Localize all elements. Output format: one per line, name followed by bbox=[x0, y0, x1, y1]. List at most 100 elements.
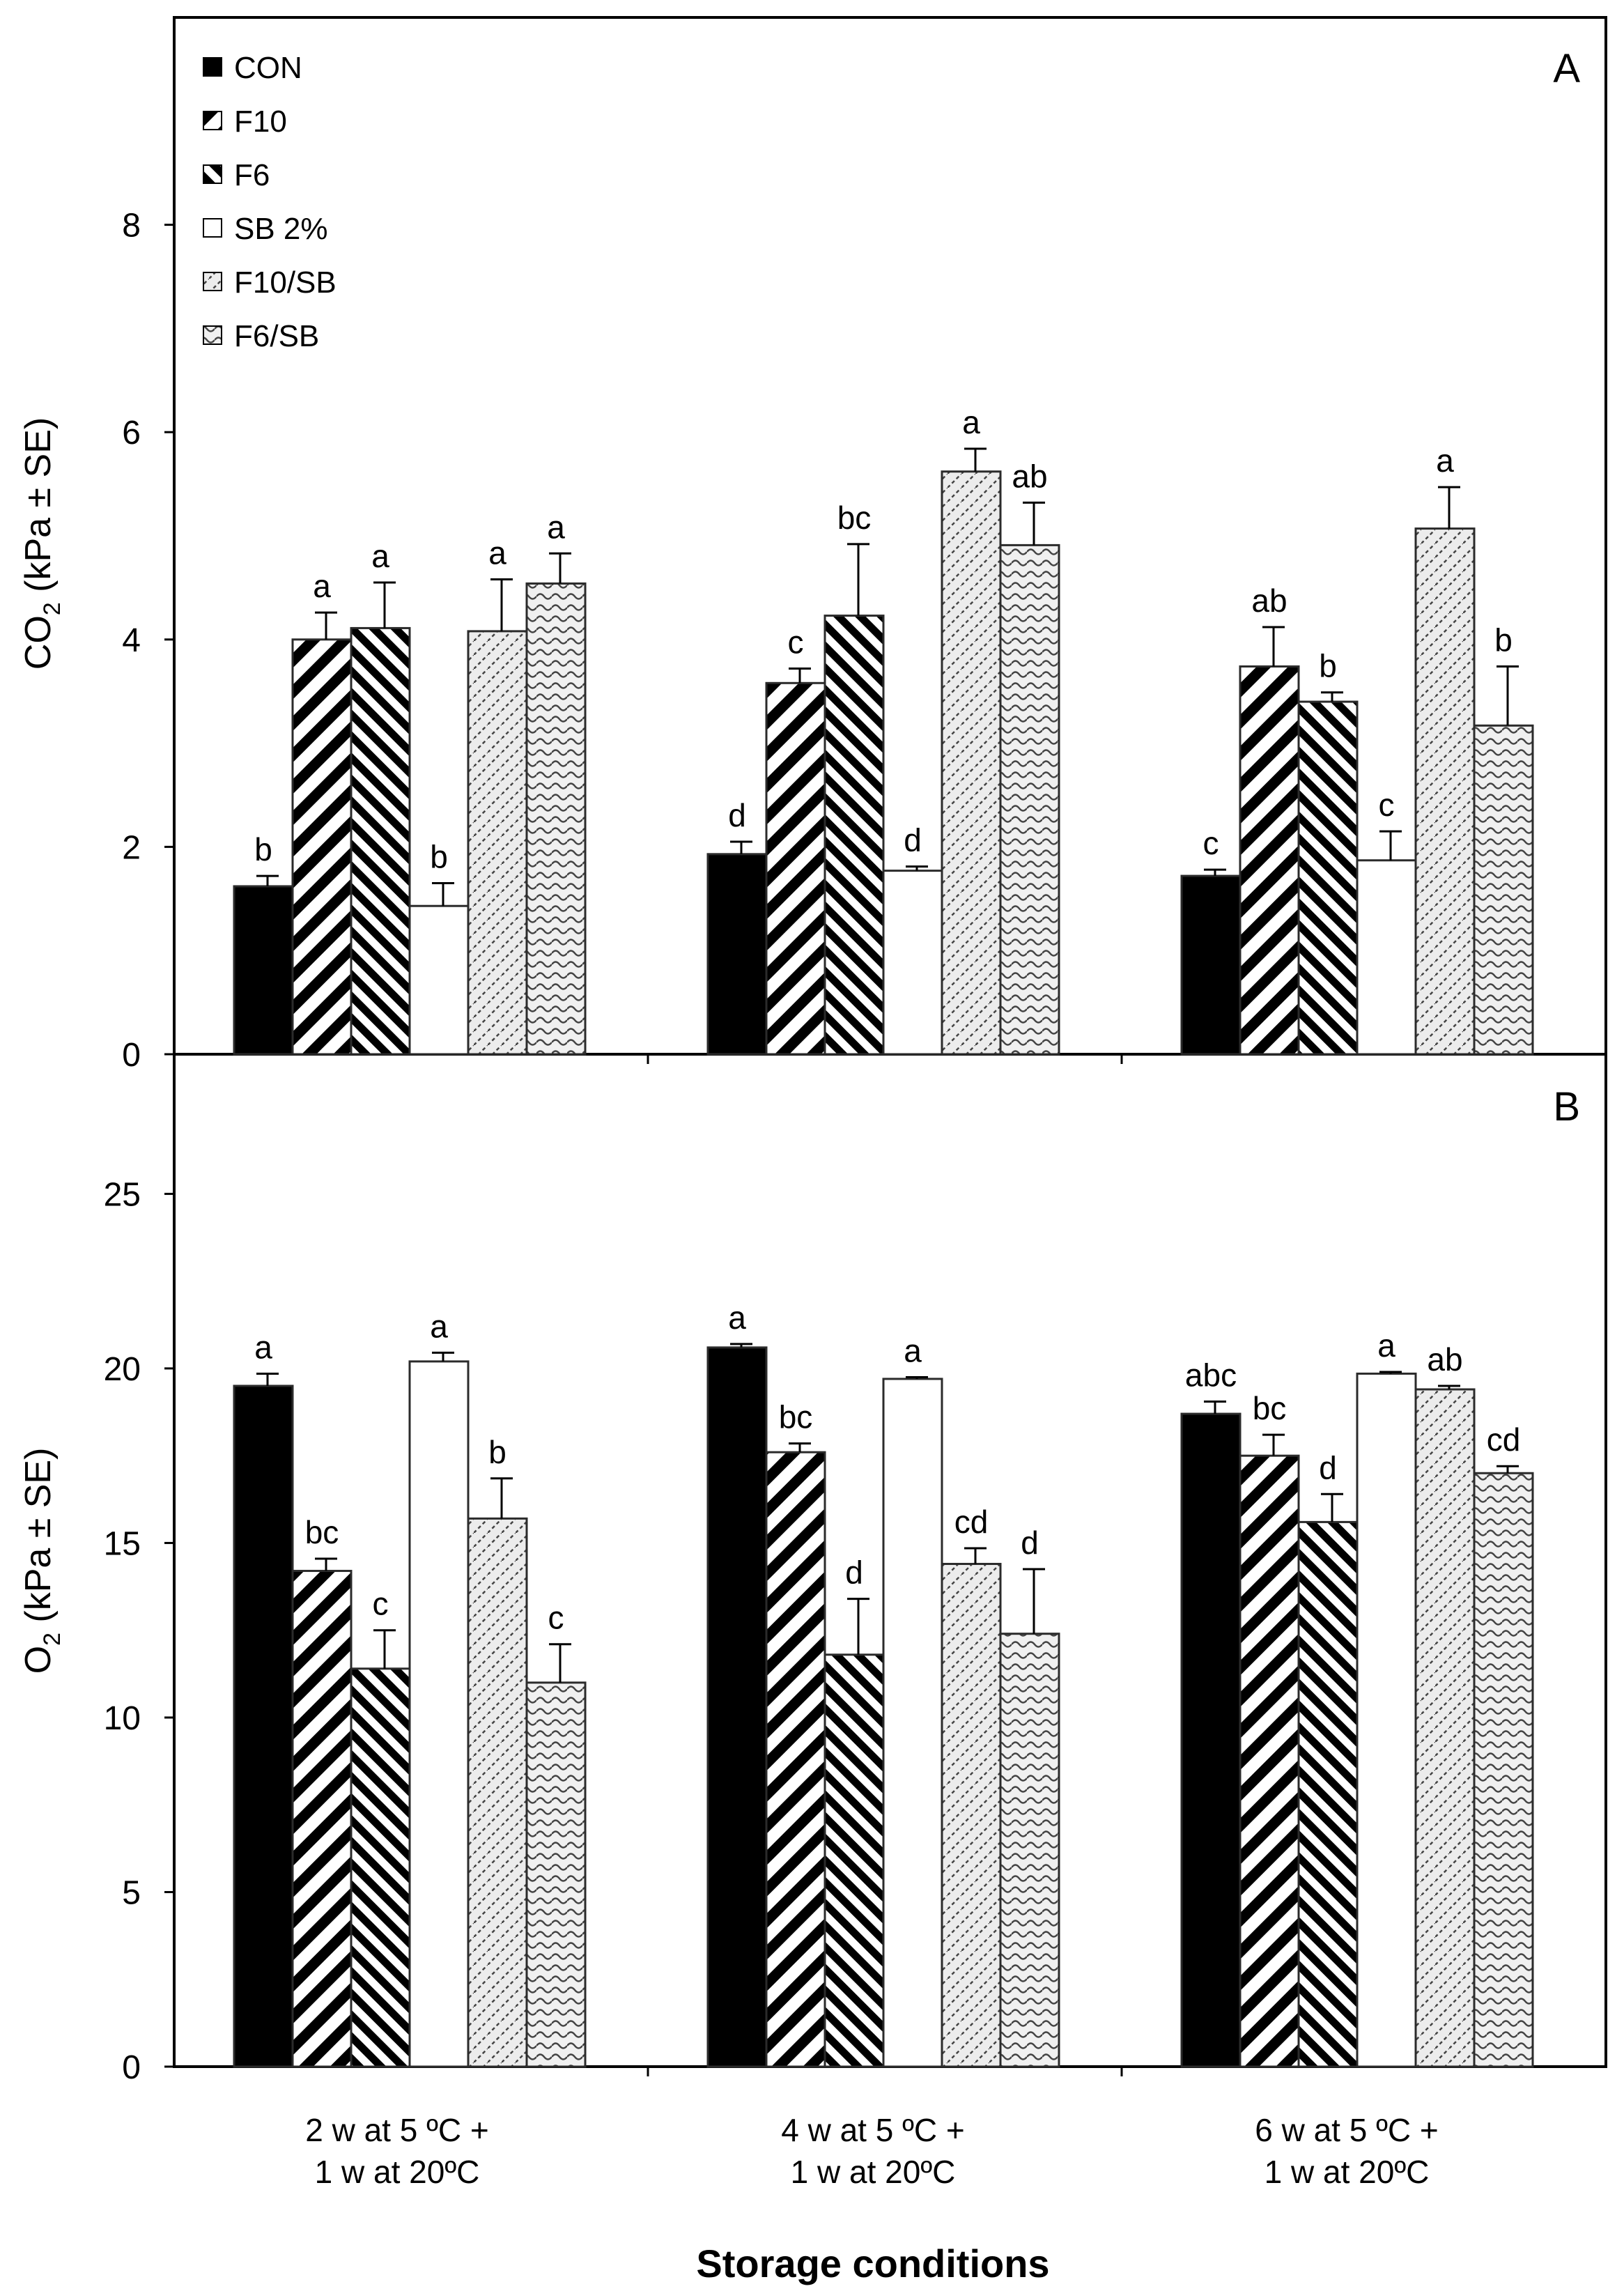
panel-a-ylabel-sub: 2 bbox=[39, 602, 65, 615]
panel-a-bar-sb2-1 bbox=[408, 904, 470, 1056]
panel-b-ytick-label: 10 bbox=[104, 1700, 141, 1737]
panel-a-sig-label-f10-1: a bbox=[313, 568, 331, 604]
panel-a-bar-f6sb-1 bbox=[525, 582, 587, 1056]
panel-a-sig-label-f10sb-1: a bbox=[488, 534, 506, 571]
panel-a-sig-label-f6sb-3: b bbox=[1494, 622, 1513, 658]
panel-b-letter: B bbox=[1553, 1084, 1580, 1129]
panel-a-bar-con-2 bbox=[706, 853, 768, 1056]
panel-a-bar-f10sb-1 bbox=[467, 630, 528, 1056]
panel-b-sig-label-f6-1: c bbox=[373, 1586, 389, 1622]
panel-a-bar-sb2-3 bbox=[1356, 859, 1417, 1056]
panel-b-bar-con-1 bbox=[233, 1384, 294, 2068]
panel-b-sig-label-f10sb-2: cd bbox=[954, 1504, 989, 1540]
panel-a-sig-label-f6sb-2: ab bbox=[1012, 458, 1047, 494]
panel-b-sig-label-f6sb-2: d bbox=[1021, 1525, 1039, 1561]
panel-b-sig-label-f10-2: bc bbox=[779, 1399, 813, 1435]
panel-a-sig-label-f6sb-1: a bbox=[547, 509, 565, 545]
legend-swatch-sb2 bbox=[203, 218, 222, 238]
panel-b-sig-label-f6-3: d bbox=[1319, 1449, 1337, 1486]
panel-b-ytick-label: 25 bbox=[104, 1176, 141, 1213]
panel-b-sig-label-f10sb-3: ab bbox=[1427, 1341, 1462, 1378]
panel-b-ylabel-main: O bbox=[18, 1646, 59, 1674]
panel-a-sig-label-f6-1: a bbox=[371, 538, 389, 574]
panel-a-bar-f10-1 bbox=[291, 638, 353, 1056]
panel-a-ylabel: CO2 (kPa ± SE) bbox=[18, 417, 65, 670]
panel-b-sig-label-sb2-3: a bbox=[1377, 1327, 1395, 1364]
category-label-2-line-1: 4 w at 5 ºC + bbox=[781, 2112, 965, 2148]
panel-b-sig-label-f10-3: bc bbox=[1253, 1390, 1287, 1426]
panel-a-sig-label-con-1: b bbox=[254, 831, 272, 867]
panel-b-bar-con-3 bbox=[1180, 1412, 1242, 2068]
legend-swatch-con bbox=[203, 57, 222, 77]
panel-a-ytick-label: 4 bbox=[122, 622, 141, 659]
panel-a-ylabel-main: CO bbox=[18, 615, 59, 670]
panel-b-bar-f6-2 bbox=[823, 1653, 885, 2068]
panel-a-ylabel-rest: (kPa ± SE) bbox=[18, 417, 59, 602]
panel-a-bar-f10sb-2 bbox=[941, 470, 1002, 1056]
panel-b-sig-label-f6sb-3: cd bbox=[1487, 1421, 1521, 1458]
panel-a-ytick-label: 6 bbox=[122, 415, 141, 452]
panel-b-bar-sb2-1 bbox=[408, 1360, 470, 2068]
panel-a-bar-f6-1 bbox=[350, 626, 411, 1056]
panel-a-sig-label-con-3: c bbox=[1203, 825, 1219, 861]
panel-b-ytick-label: 0 bbox=[122, 2049, 141, 2086]
category-label-3-line-2: 1 w at 20ºC bbox=[1265, 2154, 1430, 2190]
panel-a-letter: A bbox=[1553, 46, 1580, 91]
panel-a-bar-f6sb-3 bbox=[1473, 724, 1534, 1056]
panel-b-sig-label-con-3: abc bbox=[1185, 1357, 1237, 1394]
panel-b-ylabel-sub: 2 bbox=[39, 1633, 65, 1646]
panel-b-bar-f10-1 bbox=[291, 1570, 353, 2068]
panel-a-sig-label-sb2-2: d bbox=[904, 822, 922, 858]
legend-swatch-f10sb bbox=[203, 272, 222, 291]
panel-b-bar-sb2-2 bbox=[882, 1378, 943, 2068]
panel-a-ytick-label: 8 bbox=[122, 208, 141, 245]
panel-b-sig-label-sb2-2: a bbox=[904, 1332, 922, 1368]
panel-b-ytick-label: 20 bbox=[104, 1351, 141, 1388]
panel-b-bar-f6-1 bbox=[350, 1667, 411, 2068]
panel-a-sig-label-f6-3: b bbox=[1319, 648, 1337, 684]
panel-a-sig-label-f10sb-3: a bbox=[1436, 442, 1454, 479]
panel-b-sig-label-f6-2: d bbox=[845, 1555, 863, 1591]
panel-b-sig-label-sb2-1: a bbox=[430, 1308, 448, 1344]
panel-b-bar-f6sb-2 bbox=[999, 1633, 1060, 2068]
panel-a-sig-label-con-2: d bbox=[728, 797, 746, 833]
panel-b-bar-sb2-3 bbox=[1356, 1372, 1417, 2068]
panel-a-bar-f6-3 bbox=[1297, 700, 1359, 1056]
legend-label-sb2: SB 2% bbox=[234, 212, 328, 246]
panel-a-bar-f6sb-2 bbox=[999, 543, 1060, 1056]
panel-a-ytick-label: 0 bbox=[122, 1037, 141, 1074]
panel-a-bar-f10-2 bbox=[765, 681, 826, 1056]
panel-a-sig-label-sb2-3: c bbox=[1379, 787, 1395, 823]
category-label-1-line-1: 2 w at 5 ºC + bbox=[305, 2112, 489, 2148]
panel-b-sig-label-f10sb-1: b bbox=[488, 1434, 506, 1470]
category-label-1-line-2: 1 w at 20ºC bbox=[315, 2154, 480, 2190]
panel-a-sig-label-f6-2: bc bbox=[837, 500, 872, 536]
legend-label-con: CON bbox=[234, 51, 302, 85]
panel-a-bar-f6-2 bbox=[823, 615, 885, 1056]
panel-a-bar-con-3 bbox=[1180, 874, 1242, 1056]
legend-label-f10sb: F10/SB bbox=[234, 265, 337, 300]
panel-b-bar-f10sb-1 bbox=[467, 1517, 528, 2068]
panel-b-sig-label-f6sb-1: c bbox=[548, 1600, 564, 1636]
panel-b-bar-f6sb-1 bbox=[525, 1681, 587, 2068]
panel-a-ytick-label: 2 bbox=[122, 829, 141, 866]
category-label-2-line-2: 1 w at 20ºC bbox=[791, 2154, 956, 2190]
panel-b-sig-label-f10-1: bc bbox=[305, 1514, 339, 1550]
panel-a-sig-label-sb2-1: b bbox=[430, 838, 448, 874]
panel-b-bar-f6sb-3 bbox=[1473, 1472, 1534, 2068]
x-axis-title: Storage conditions bbox=[696, 2242, 1049, 2285]
legend-label-f10: F10 bbox=[234, 105, 287, 139]
panel-a-sig-label-f10sb-2: a bbox=[962, 404, 980, 440]
category-label-3-line-1: 6 w at 5 ºC + bbox=[1255, 2112, 1439, 2148]
panel-a-sig-label-f10-3: ab bbox=[1251, 583, 1287, 619]
legend-label-f6: F6 bbox=[234, 158, 270, 192]
panel-b-bar-f10-2 bbox=[765, 1451, 826, 2068]
panel-a-bar-sb2-2 bbox=[882, 870, 943, 1056]
panel-b-bar-f10sb-3 bbox=[1414, 1388, 1476, 2068]
legend-swatch-f6 bbox=[203, 164, 222, 184]
legend-label-f6sb: F6/SB bbox=[234, 319, 319, 353]
panel-b-ylabel: O2 (kPa ± SE) bbox=[18, 1448, 65, 1674]
panel-b-sig-label-con-1: a bbox=[254, 1329, 272, 1365]
